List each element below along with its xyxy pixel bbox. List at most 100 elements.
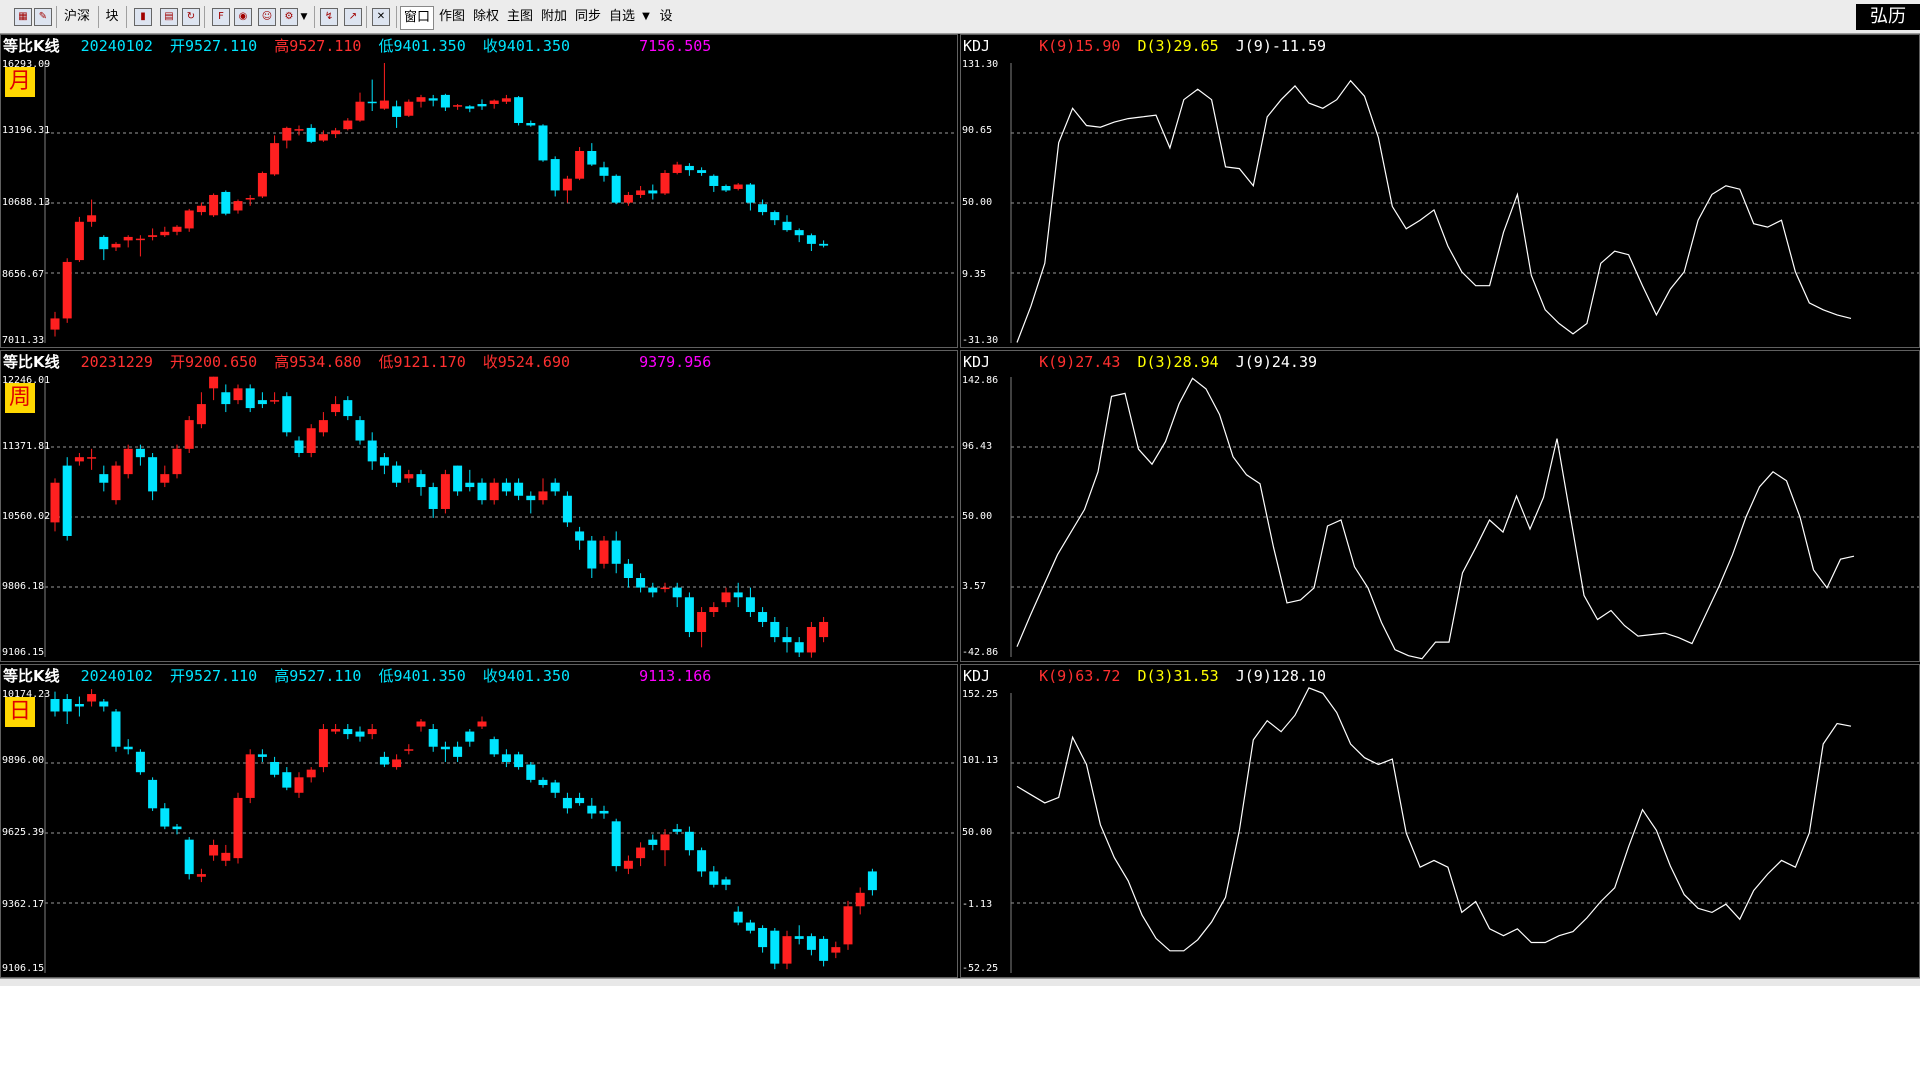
candle-up [367,729,377,735]
candlestick-panel-monthly[interactable]: 等比K线 20240102 开9527.110 高9527.110 低9401.… [0,34,958,348]
candle-up [416,97,426,102]
menu-item-watchlist[interactable]: 自选 [608,9,635,24]
panel-header: 等比K线 20240102 开9527.110 高9527.110 低9401.… [3,665,719,687]
candle-up [636,847,646,859]
candle-up [672,164,682,173]
candle-up [623,194,633,203]
indicator-name: KDJ [963,353,991,371]
menu-item-draw[interactable]: 作图 [438,9,465,24]
kdj-axis-label: -42.86 [962,647,999,658]
candle-down [599,810,609,814]
candle-down [538,779,548,786]
candle-up [660,172,670,194]
kdj-chart-weekly [1010,377,1919,660]
low-price: 低9401.350 [378,667,466,685]
refresh-icon[interactable]: ↻ [182,8,200,26]
close-window-icon[interactable]: ✕ [372,8,390,26]
period-badge-weekly[interactable]: 周 [5,383,35,413]
candle-up [270,400,280,402]
chart-workspace: 等比K线 20240102 开9527.110 高9527.110 低9401.… [0,34,1920,978]
candle-down [587,540,597,569]
candle-down [770,930,780,964]
candle-down [721,879,731,885]
bar-chart-icon[interactable]: ▮ [134,8,152,26]
kdj-j-line [1016,377,1855,660]
candle-up [331,130,341,135]
kdj-j-value: J(9)-11.59 [1235,37,1327,55]
candle-up [196,874,206,877]
candle-down [306,127,316,142]
kdj-j-value: J(9)128.10 [1235,667,1327,685]
panel-header: KDJ K(9)27.43 D(3)28.94 J(9)24.39 [963,351,1325,373]
open-price: 开9527.110 [169,37,258,55]
globe-icon[interactable]: ◉ [234,8,252,26]
menu-item-main-chart[interactable]: 主图 [506,9,533,24]
candle-up [172,448,182,475]
tools-dropdown-icon[interactable]: ▼ [300,12,308,22]
menu-item-sync[interactable]: 同步 [574,9,601,24]
watchlist-dropdown-icon[interactable]: ▼ [642,11,650,22]
candle-down [257,754,267,757]
indicator-name: KDJ [963,667,991,685]
candle-down [477,104,487,107]
close-price: 收9524.690 [482,353,571,371]
candle-up [209,376,219,389]
candle-up [404,474,414,479]
kdj-k-value: K(9)63.72 [1039,667,1121,685]
candle-up [196,205,206,213]
menu-item-attach[interactable]: 附加 [540,9,567,24]
table-icon[interactable]: ▤ [160,8,178,26]
candle-up [331,404,341,413]
status-area [0,978,1920,1080]
menu-item-window[interactable]: 窗口 [400,6,434,30]
candle-down [148,779,158,809]
candle-down [794,642,804,653]
menu-item-sector[interactable]: 块 [105,9,119,24]
kdj-axis-label: 50.00 [962,827,993,838]
candle-down [697,170,707,173]
candle-up [416,721,426,727]
kdj-panel-monthly[interactable]: KDJ K(9)15.90 D(3)29.65 J(9)-11.59 131.3… [960,34,1920,348]
high-price: 高9534.680 [274,353,362,371]
candle-down [184,839,194,875]
candle-down [148,457,158,492]
candle-down [465,731,475,742]
candlestick-panel-daily[interactable]: 等比K线 20240102 开9527.110 高9527.110 低9401.… [0,664,958,978]
kdj-panel-daily[interactable]: KDJ K(9)63.72 D(3)31.53 J(9)128.10 152.2… [960,664,1920,978]
candle-up [282,127,292,141]
candle-down [367,440,377,462]
menu-item-settings[interactable]: 设 [659,9,673,24]
candle-down [428,98,438,101]
candle-down [648,839,658,845]
candle-up [257,172,267,197]
candle-up [74,457,84,462]
edit-icon[interactable]: ✎ [34,8,52,26]
candle-down [758,927,768,948]
line-draw-icon[interactable]: ↯ [320,8,338,26]
candle-down [440,746,450,750]
price-axis-label: 9106.15 [2,647,45,658]
kdj-panel-weekly[interactable]: KDJ K(9)27.43 D(3)28.94 J(9)24.39 142.86… [960,350,1920,662]
tools-icon[interactable]: ⚙ [280,8,298,26]
period-badge-monthly[interactable]: 月 [5,67,35,97]
open-price: 开9527.110 [169,667,258,685]
chart-icon[interactable]: ▦ [14,8,32,26]
candle-up [453,105,463,107]
candle-up [196,404,206,425]
toolbar-separator [126,6,127,28]
kdj-axis-label: 131.30 [962,59,999,70]
candle-up [343,120,353,130]
menu-item-shanghai-shenzhen[interactable]: 沪深 [63,9,90,24]
finance-icon[interactable]: F [212,8,230,26]
period-badge-daily[interactable]: 日 [5,697,35,727]
kdj-k-value: K(9)27.43 [1039,353,1121,371]
trend-icon[interactable]: ↗ [344,8,362,26]
kdj-j-line [1016,79,1852,343]
candle-down [611,175,621,203]
candle-up [489,482,499,501]
person-icon[interactable]: ☺ [258,8,276,26]
candlestick-panel-weekly[interactable]: 等比K线 20231229 开9200.650 高9534.680 低9121.… [0,350,958,662]
kdj-axis-label: -31.30 [962,335,999,346]
menu-item-exright[interactable]: 除权 [472,9,499,24]
candle-down [501,482,511,492]
